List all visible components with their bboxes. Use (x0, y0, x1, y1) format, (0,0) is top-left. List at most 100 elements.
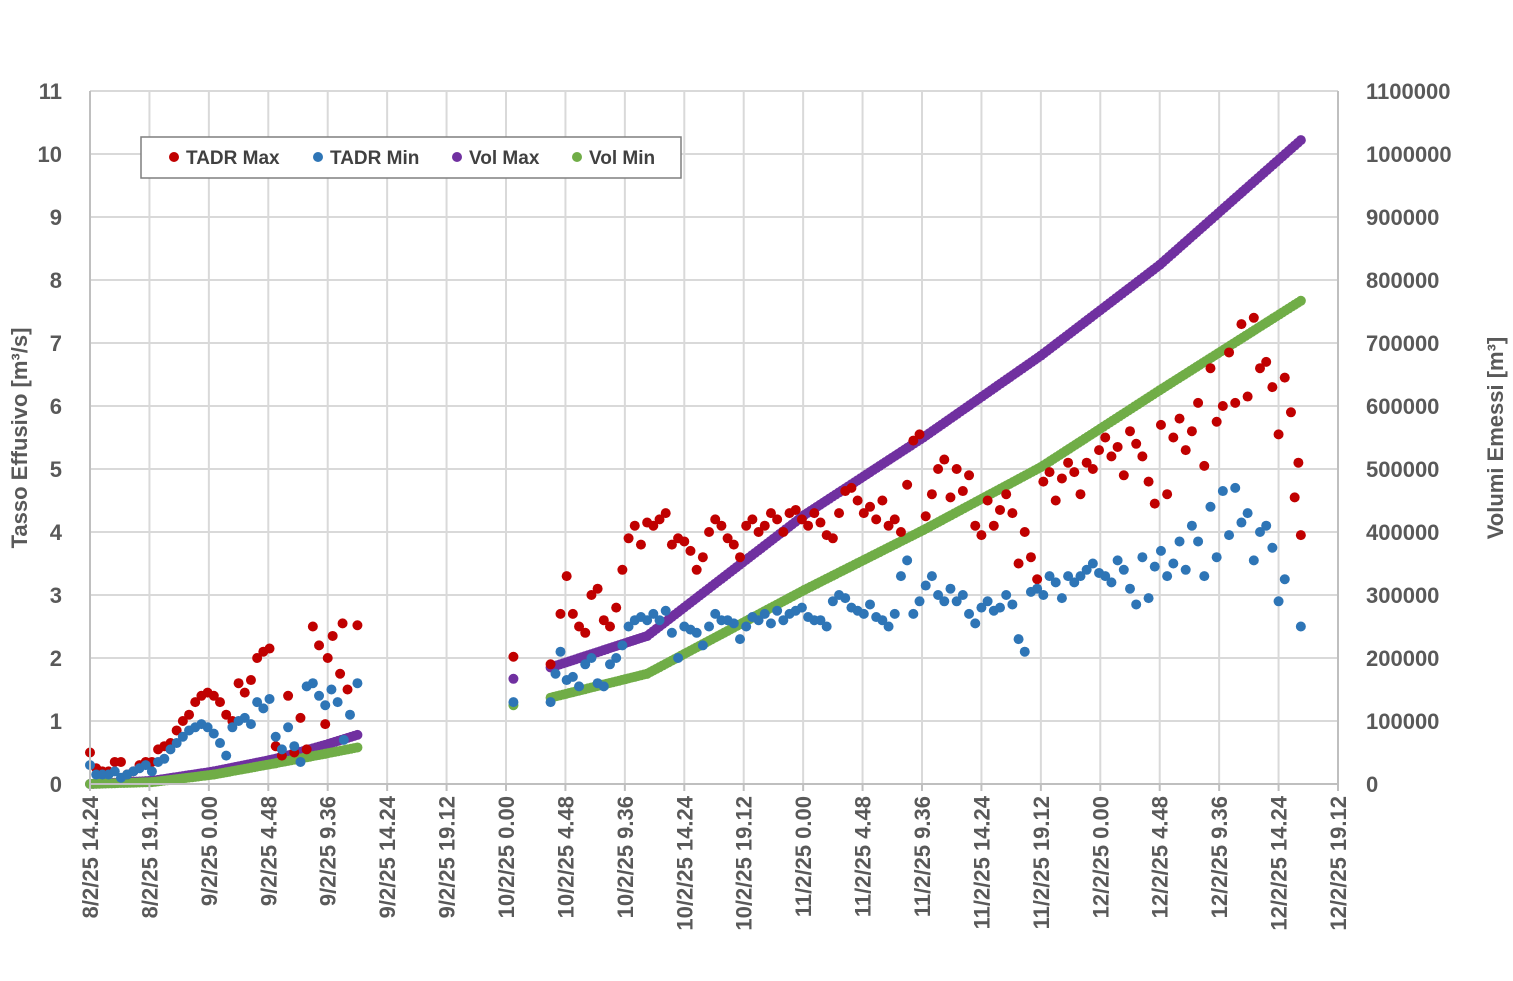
data-point (815, 615, 826, 626)
y2-tick-label: 900000 (1366, 205, 1439, 230)
data-point (642, 615, 653, 626)
x-tick-label: 9/2/25 0.00 (197, 796, 222, 906)
data-point (326, 684, 337, 695)
data-point (995, 602, 1005, 613)
data-point (580, 627, 591, 638)
data-point (865, 599, 875, 610)
data-point (1155, 545, 1166, 556)
data-point (1137, 552, 1148, 563)
legend-label: Vol Min (589, 148, 655, 169)
data-point (508, 673, 519, 684)
data-point (1242, 391, 1253, 402)
data-point (747, 514, 758, 525)
data-point (1143, 593, 1154, 604)
data-point (555, 646, 566, 657)
data-point (342, 684, 353, 695)
data-point (908, 435, 919, 446)
data-point (666, 539, 677, 550)
y-tick-label: 11 (39, 79, 62, 104)
data-point (976, 530, 987, 541)
data-point (1025, 552, 1036, 563)
data-point (208, 690, 219, 701)
data-point (289, 741, 300, 752)
data-point (1112, 441, 1123, 452)
data-point (1267, 542, 1278, 553)
data-point (574, 681, 585, 692)
data-point (301, 744, 312, 755)
data-point (673, 653, 684, 663)
data-point (276, 744, 287, 755)
data-point (1224, 530, 1235, 541)
data-point (834, 508, 845, 519)
x-tick-label: 11/2/25 9.36 (910, 796, 935, 917)
data-point (1295, 621, 1306, 632)
legend-marker (572, 152, 582, 162)
gridlines (89, 90, 1339, 785)
data-point (635, 539, 646, 550)
data-point (1162, 571, 1173, 582)
data-point (1001, 590, 1012, 600)
data-point (920, 580, 931, 591)
data-point (710, 608, 721, 619)
data-point (1137, 451, 1148, 462)
data-point (567, 671, 578, 682)
data-point (1186, 426, 1197, 437)
data-point (1094, 445, 1105, 456)
x-tick-label: 11/2/25 19.12 (1029, 796, 1054, 929)
x-tick-label: 9/2/25 9.36 (316, 796, 341, 906)
data-point (914, 596, 925, 607)
data-point (295, 712, 306, 723)
data-point (1069, 467, 1080, 478)
data-point (1081, 457, 1092, 468)
data-point (716, 520, 727, 531)
data-point (902, 479, 913, 490)
y-tick-label: 4 (50, 520, 63, 545)
data-point (1131, 438, 1142, 449)
data-point (1118, 564, 1129, 575)
data-point (1211, 416, 1222, 427)
x-tick-label: 11/2/25 4.48 (851, 796, 876, 917)
x-tick-label: 8/2/25 19.12 (137, 796, 162, 918)
data-point (352, 742, 363, 753)
y2-tick-label: 800000 (1366, 268, 1439, 293)
data-point (550, 668, 561, 679)
legend: TADR Max TADR Min Vol Max Vol Min (140, 136, 682, 179)
legend-label: TADR Min (330, 148, 419, 169)
data-point (827, 596, 838, 607)
data-point (320, 719, 331, 730)
data-point (964, 608, 975, 619)
data-point (1273, 596, 1284, 607)
data-point (598, 615, 609, 626)
data-point (858, 508, 869, 519)
data-point (988, 520, 999, 531)
data-point (1106, 451, 1117, 462)
data-point (202, 722, 213, 733)
data-point (759, 608, 770, 619)
data-point (177, 731, 188, 742)
y2-tick-label: 0 (1366, 772, 1378, 797)
data-point (335, 668, 346, 679)
data-point (545, 659, 556, 670)
data-point (322, 653, 333, 663)
data-point (1001, 489, 1012, 500)
data-point (140, 760, 151, 771)
data-point (171, 725, 182, 736)
data-point (1131, 599, 1142, 610)
x-tick-label: 10/2/25 9.36 (613, 796, 638, 918)
data-point (264, 643, 275, 654)
data-point (629, 520, 640, 531)
y-axis-title: Tasso Effusivo [m³/s] (7, 328, 32, 549)
data-point (264, 693, 275, 704)
data-point (840, 593, 851, 604)
data-point (803, 520, 814, 531)
data-point (1050, 577, 1061, 588)
data-point (1044, 467, 1055, 478)
data-point (115, 756, 126, 767)
data-point (778, 615, 789, 626)
data-point (660, 605, 671, 616)
data-point (877, 495, 888, 506)
y2-tick-label: 1000000 (1366, 142, 1452, 167)
data-point (976, 602, 987, 613)
x-tick-label: 11/2/25 0.00 (791, 796, 816, 917)
